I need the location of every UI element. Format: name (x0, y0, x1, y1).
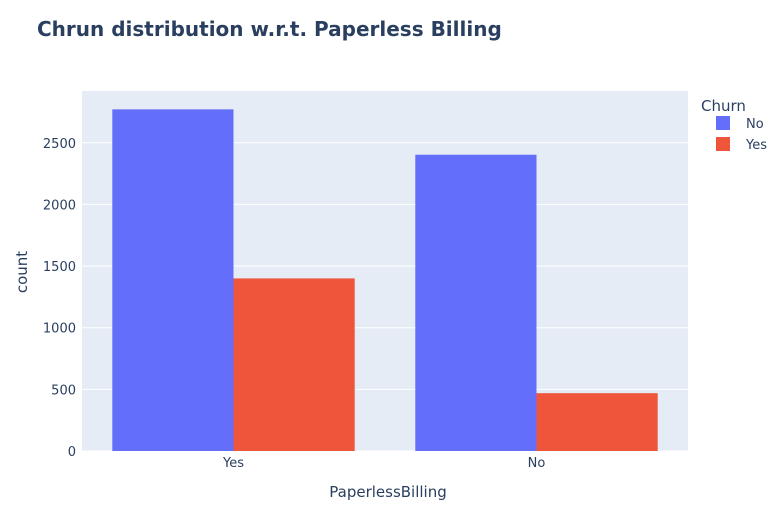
y-tick-label: 2000 (43, 198, 76, 213)
bar-no-yes[interactable] (112, 109, 234, 451)
bars (112, 109, 658, 451)
legend: Churn No Yes (701, 97, 767, 153)
bar-no-no[interactable] (415, 154, 537, 451)
legend-label-no[interactable]: No (746, 117, 764, 132)
y-axis-title: count (13, 251, 31, 293)
bar-yes-yes[interactable] (233, 278, 355, 451)
y-tick-label: 2500 (43, 137, 76, 152)
y-tick-label: 1000 (43, 322, 76, 337)
bar-yes-no[interactable] (536, 393, 658, 451)
x-tick-label: No (528, 456, 546, 471)
x-axis-ticks: Yes No (222, 456, 545, 471)
legend-items: No Yes (716, 116, 767, 153)
y-axis-ticks: 0 500 1000 1500 2000 2500 (43, 137, 76, 460)
chart-title: Chrun distribution w.r.t. Paperless Bill… (37, 17, 502, 41)
x-tick-label: Yes (222, 456, 244, 471)
legend-swatch-yes[interactable] (716, 137, 730, 151)
y-tick-label: 500 (51, 383, 76, 398)
legend-title: Churn (701, 97, 746, 115)
y-tick-label: 0 (68, 445, 76, 460)
legend-swatch-no[interactable] (716, 116, 730, 130)
y-tick-label: 1500 (43, 260, 76, 275)
x-axis-title: PaperlessBilling (329, 483, 447, 501)
legend-label-yes[interactable]: Yes (745, 138, 767, 153)
